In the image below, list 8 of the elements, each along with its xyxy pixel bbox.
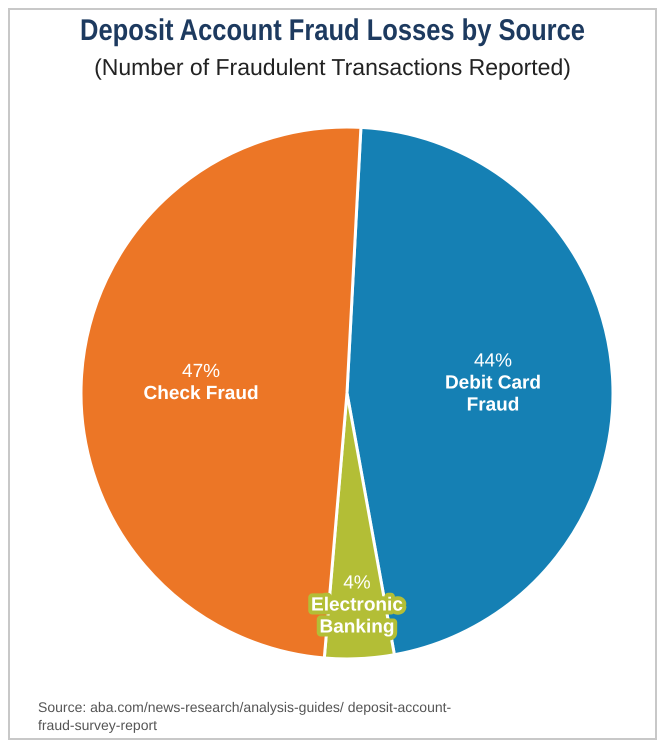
data-label: 47% bbox=[182, 360, 220, 382]
chart-subtitle: (Number of Fraudulent Transactions Reported) bbox=[93, 54, 572, 81]
source-note: Source: aba.com/news-research/analysis-guides/ deposit-account-fraud-survey-report bbox=[38, 698, 452, 734]
chart-title: Deposit Account Fraud Losses by Source bbox=[79, 14, 586, 48]
slice-label: Debit Card Fraud bbox=[444, 372, 542, 416]
slice-label: Check Fraud bbox=[144, 382, 259, 404]
data-label: 4% bbox=[343, 572, 371, 594]
data-label: 44% bbox=[474, 350, 512, 372]
